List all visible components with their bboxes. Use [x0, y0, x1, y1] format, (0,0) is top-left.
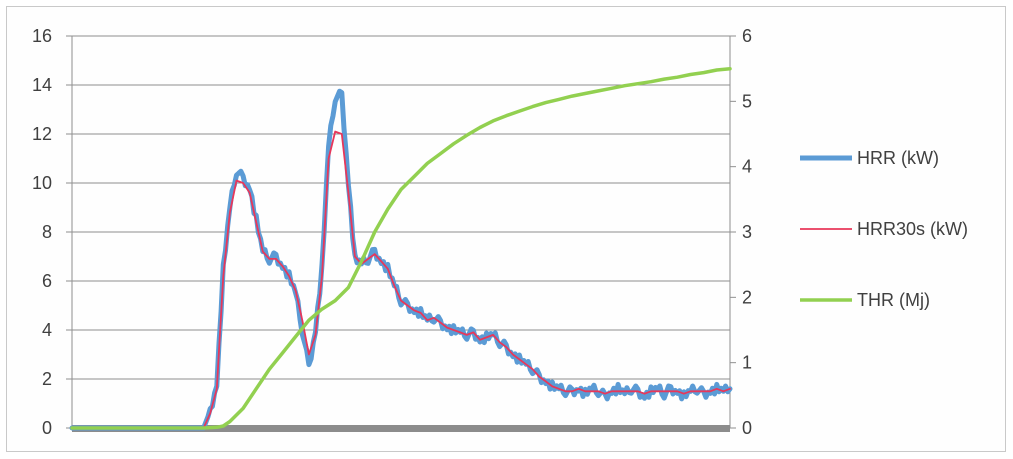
- right-tick-label: 6: [742, 26, 752, 46]
- legend-label-0: HRR (kW): [857, 148, 939, 168]
- right-axis-ticks: 0 1 2 3 4 5 6: [730, 26, 752, 438]
- x-axis-bar: [72, 425, 730, 432]
- legend-label-1: HRR30s (kW): [857, 219, 968, 239]
- left-tick-label: 8: [42, 222, 52, 242]
- left-tick-label: 10: [32, 173, 52, 193]
- series-line-1: [71, 130, 731, 429]
- series-line-0: [69, 88, 733, 431]
- right-tick-label: 5: [742, 91, 752, 111]
- left-axis-ticks: 0 2 4 6 8 10 12 14 16: [32, 26, 72, 438]
- right-tick-label: 0: [742, 418, 752, 438]
- right-tick-label: 2: [742, 287, 752, 307]
- left-tick-label: 16: [32, 26, 52, 46]
- legend-label-2: THR (Mj): [857, 290, 930, 310]
- left-tick-label: 0: [42, 418, 52, 438]
- left-tick-label: 2: [42, 369, 52, 389]
- legend: HRR (kW) HRR30s (kW) THR (Mj): [800, 148, 968, 310]
- left-tick-label: 14: [32, 75, 52, 95]
- series-layer: [69, 66, 733, 431]
- right-tick-label: 3: [742, 222, 752, 242]
- left-tick-label: 6: [42, 271, 52, 291]
- right-tick-label: 4: [742, 157, 752, 177]
- grid-lines: [71, 35, 731, 428]
- series-line-2: [70, 66, 732, 430]
- left-tick-label: 4: [42, 320, 52, 340]
- right-tick-label: 1: [742, 353, 752, 373]
- left-tick-label: 12: [32, 124, 52, 144]
